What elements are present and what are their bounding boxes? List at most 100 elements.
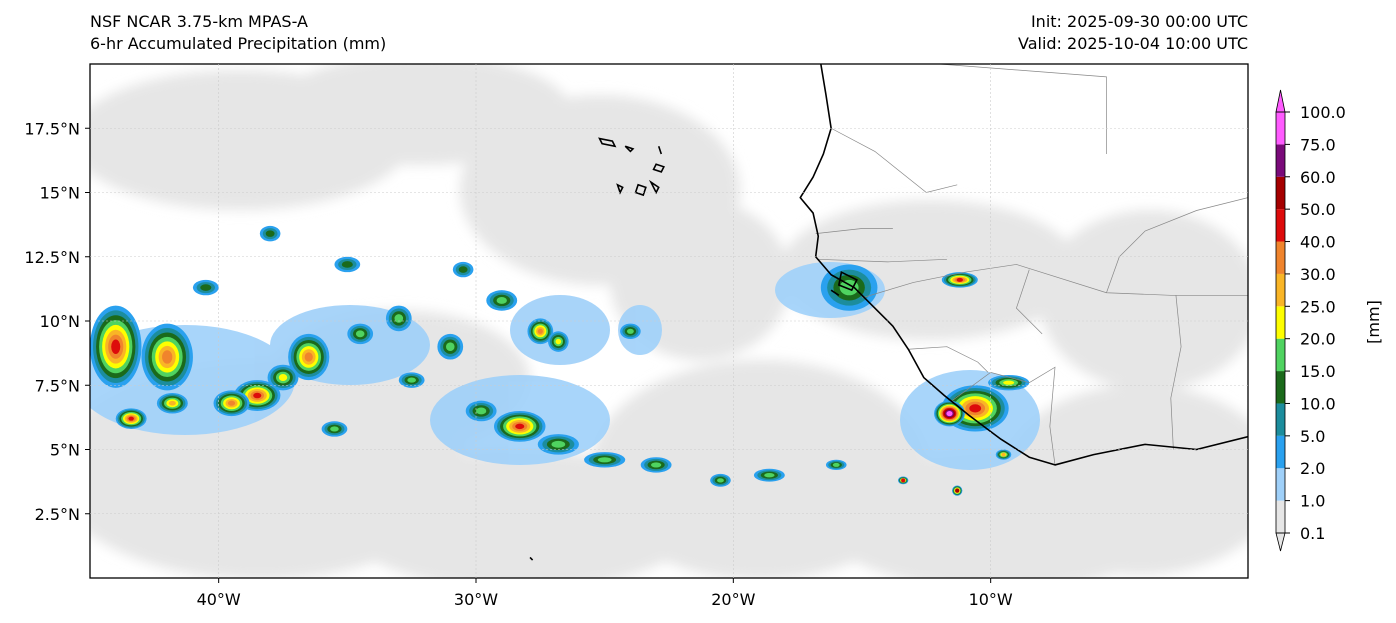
- colorbar-tick-label: 50.0: [1300, 200, 1336, 219]
- y-tick-label: 12.5°N: [24, 248, 80, 267]
- border-line: [861, 264, 1248, 299]
- island-outline: [616, 183, 624, 195]
- precip-contour: [476, 407, 487, 415]
- precip-cell: [465, 400, 497, 422]
- colorbar-tick-label: 60.0: [1300, 168, 1336, 187]
- colorbar-tick-label: 2.0: [1300, 459, 1325, 478]
- island-outline: [529, 556, 534, 561]
- precip-cell: [115, 408, 147, 429]
- y-tick-label: 15°N: [40, 184, 80, 203]
- y-tick-label: 7.5°N: [35, 376, 80, 395]
- colorbar-frame: [1275, 111, 1286, 534]
- colorbar: 0.1 1.0 2.0 5.0 10.0 15.0 20.0 25.0 30.0 40.0 50.0…: [1275, 89, 1383, 552]
- precip-cell: [548, 331, 569, 352]
- precip-contour: [355, 330, 365, 338]
- colorbar-segment: [1276, 241, 1285, 274]
- light-precip-field: [90, 64, 1248, 578]
- border-line: [908, 346, 989, 373]
- border-line: [1106, 197, 1248, 293]
- precip-contour: [341, 261, 353, 268]
- y-tick-label: 10°N: [40, 312, 80, 331]
- precip-contour: [496, 297, 507, 304]
- model-title: NSF NCAR 3.75-km MPAS-A: [90, 12, 308, 31]
- precip-contour: [901, 478, 906, 483]
- colorbar-segment: [1276, 435, 1285, 469]
- precip-cell: [213, 390, 250, 417]
- coastline: [799, 64, 1248, 466]
- island-outline: [652, 163, 665, 173]
- border-line: [815, 228, 893, 234]
- precip-contour: [1001, 452, 1006, 457]
- colorbar-segment: [1276, 144, 1285, 177]
- precip-cell: [486, 290, 518, 311]
- precip-contour: [626, 328, 634, 334]
- precip-cell: [437, 333, 464, 360]
- island-outline: [648, 179, 660, 195]
- colorbar-segment: [1276, 209, 1285, 242]
- island-outline: [634, 183, 647, 197]
- precip-cell: [640, 457, 672, 473]
- precip-cell: [90, 305, 142, 388]
- precip-contour: [597, 457, 612, 463]
- precip-cell: [259, 225, 281, 242]
- precip-cell: [156, 392, 188, 414]
- precip-contour: [764, 473, 775, 478]
- border-line: [830, 127, 958, 193]
- precip-contour: [956, 277, 963, 282]
- colorbar-segment: [1276, 468, 1285, 501]
- colorbar-tick-label: 25.0: [1300, 297, 1336, 316]
- precip-cell: [347, 323, 374, 345]
- island-outline: [837, 270, 858, 292]
- border-line: [951, 366, 1056, 465]
- precip-contour: [265, 230, 275, 237]
- precip-cell: [753, 468, 785, 482]
- precip-contour: [162, 350, 173, 364]
- colorbar-tick-label: 0.1: [1300, 524, 1325, 543]
- border-line: [818, 258, 947, 263]
- precip-contour: [253, 392, 262, 399]
- precip-cell: [385, 305, 412, 332]
- precip-contour: [955, 488, 960, 493]
- precip-cell: [584, 452, 626, 468]
- precip-cell: [710, 473, 731, 487]
- precip-cell: [825, 459, 847, 471]
- precip-cell: [995, 449, 1012, 460]
- precip-cell: [398, 372, 425, 388]
- precip-cell: [288, 333, 330, 381]
- precip-cell: [527, 318, 554, 345]
- precip-contour: [839, 279, 859, 296]
- valid-time: Valid: 2025-10-04 10:00 UTC: [1017, 34, 1248, 53]
- precip-contour: [458, 266, 468, 273]
- y-tick-label: 17.5°N: [24, 119, 80, 138]
- x-tick-label: 20°W: [711, 590, 755, 609]
- colorbar-extend-min: [1275, 532, 1286, 552]
- colorbar-segment: [1276, 176, 1285, 210]
- colorbar-tick-label: 20.0: [1300, 330, 1336, 349]
- precip-contour: [304, 352, 313, 362]
- precip-cell: [334, 256, 361, 273]
- precip-contour: [969, 404, 982, 413]
- precip-cell: [952, 485, 963, 496]
- precip-contour: [278, 374, 288, 382]
- colorbar-segment: [1276, 338, 1285, 372]
- grid-and-ticks: 40°W 30°W 20°W 10°W 2.5°N 5°N 7.5°N 10°N 12.5°N 1…: [24, 64, 1248, 609]
- precip-cell: [941, 272, 978, 288]
- island-outline: [624, 145, 635, 153]
- colorbar-segment: [1276, 112, 1285, 145]
- border-line: [1015, 269, 1043, 335]
- colorbar-unit-label: [mm]: [1364, 300, 1383, 344]
- precip-contour: [111, 339, 121, 354]
- precip-contour: [330, 426, 339, 432]
- colorbar-segment: [1276, 306, 1285, 339]
- header-right: Init: 2025-09-30 00:00 UTC Valid: 2025-1…: [1018, 11, 1248, 55]
- y-tick-label: 5°N: [50, 441, 80, 460]
- x-tick-label: 30°W: [454, 590, 498, 609]
- island-outline: [830, 289, 840, 296]
- precip-contour: [717, 478, 724, 483]
- precip-contour: [128, 416, 134, 421]
- precip-contour: [650, 462, 662, 468]
- colorbar-tick-label: 1.0: [1300, 492, 1325, 511]
- precip-contour: [200, 284, 212, 291]
- colorbar-tick-label: 10.0: [1300, 394, 1336, 413]
- precip-cell: [321, 421, 348, 437]
